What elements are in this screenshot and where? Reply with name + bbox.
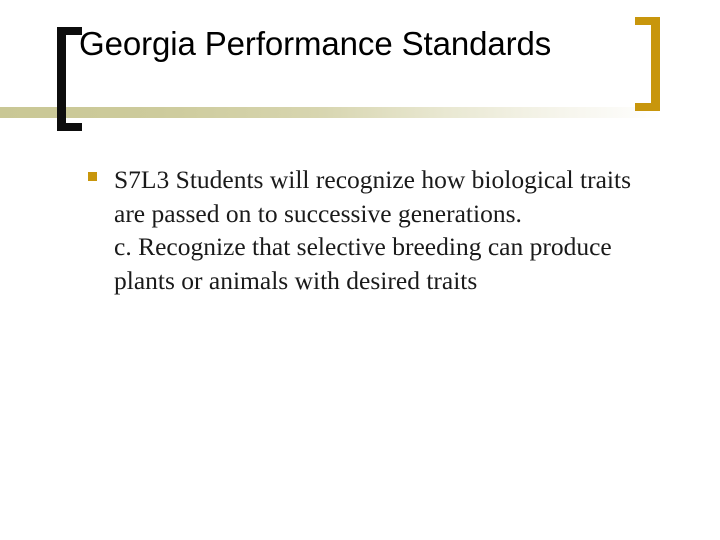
right-bracket-top-arm	[635, 17, 660, 25]
left-bracket-top-arm	[57, 27, 82, 35]
slide-title: Georgia Performance Standards	[79, 25, 552, 62]
right-bracket-bottom-arm	[635, 103, 660, 111]
left-bracket-vertical-bar	[57, 27, 66, 131]
slide-body: S7L3 Students will recognize how biologi…	[88, 163, 648, 297]
bullet-list-item: S7L3 Students will recognize how biologi…	[88, 163, 648, 297]
title-underline-band	[0, 107, 720, 118]
bullet-item-text: S7L3 Students will recognize how biologi…	[114, 163, 648, 297]
bullet-paragraph-1: S7L3 Students will recognize how biologi…	[114, 165, 631, 228]
right-bracket-vertical-bar	[651, 17, 660, 111]
square-bullet-icon	[88, 172, 97, 181]
left-bracket-decoration	[57, 27, 87, 131]
left-bracket-bottom-arm	[57, 123, 82, 131]
bullet-paragraph-2: c. Recognize that selective breeding can…	[114, 232, 612, 295]
right-bracket-decoration	[630, 17, 660, 111]
